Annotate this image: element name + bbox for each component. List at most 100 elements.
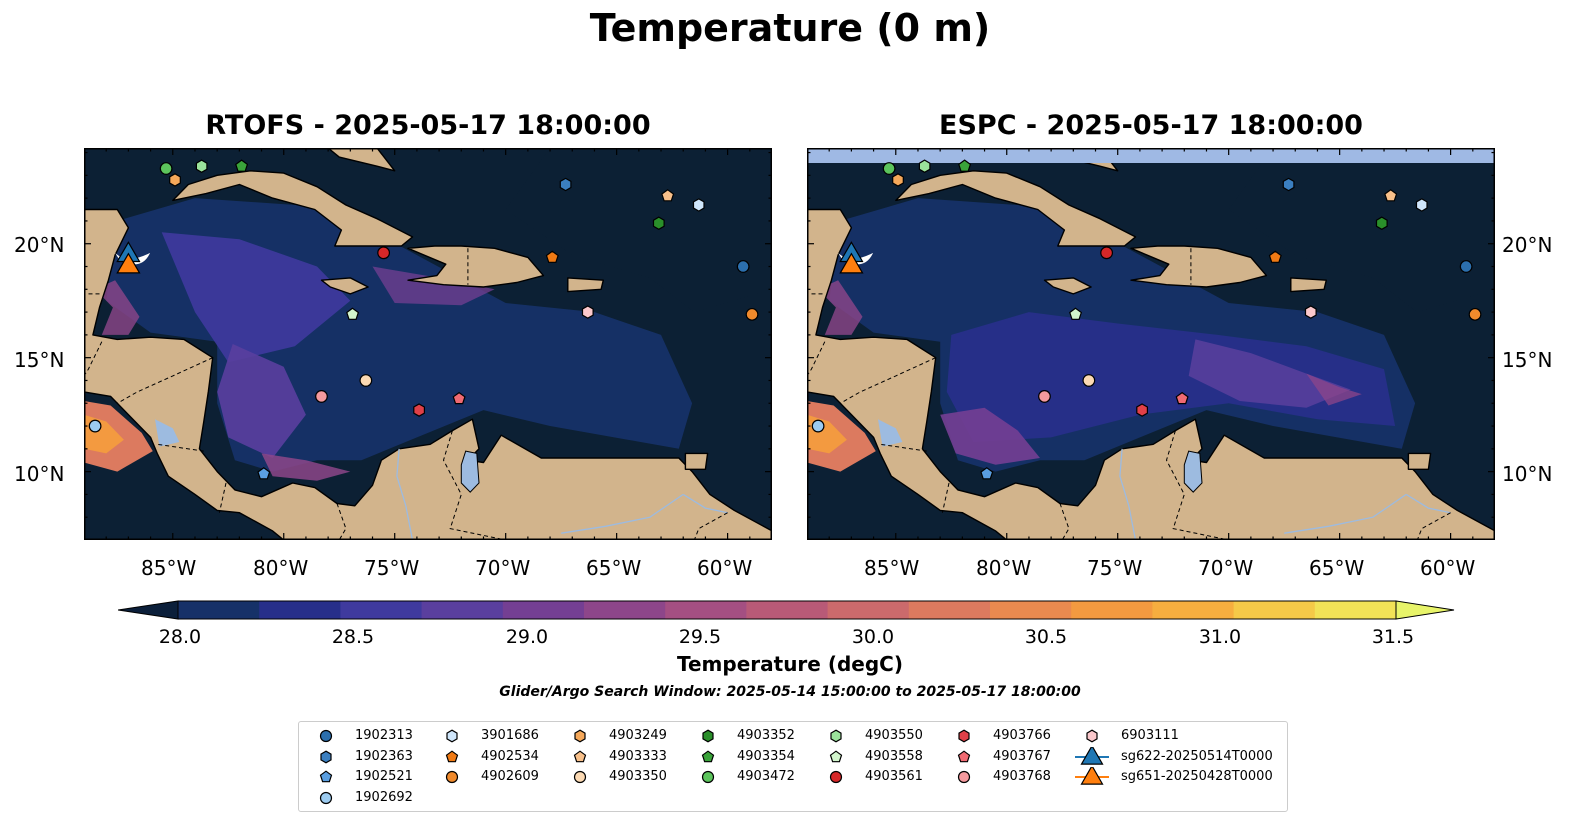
argo-marker-4903350	[359, 374, 373, 387]
argo-marker-1902521	[980, 467, 994, 480]
argo-marker-6903111	[1304, 305, 1317, 319]
legend-marker	[1075, 746, 1109, 765]
legend-symbol	[1080, 746, 1104, 765]
lon-label-60-right: 60°W	[1420, 556, 1476, 580]
legend-symbol	[445, 770, 459, 784]
legend-marker	[574, 729, 586, 743]
legend-label: sg622-20250514T0000	[1121, 748, 1273, 764]
argo-marker-4903350	[1082, 374, 1096, 387]
warm-layer-4	[1306, 373, 1362, 406]
legend-label: sg651-20250428T0000	[1121, 769, 1273, 784]
legend-marker	[701, 770, 715, 784]
temperature-colorbar	[118, 600, 1455, 620]
legend-label: 4903472	[737, 769, 795, 784]
legend-symbol	[829, 770, 843, 784]
argo-marker-4903354	[235, 159, 249, 172]
colorbar-extend-high	[1395, 600, 1455, 620]
legend-symbol	[319, 770, 333, 783]
legend-marker	[957, 749, 971, 762]
atlantic-cool	[505, 148, 772, 313]
legend-marker	[1086, 729, 1098, 743]
warm-layer-5	[940, 407, 1040, 465]
lake-maracaibo	[1183, 450, 1203, 493]
argo-marker-4903766	[1136, 403, 1148, 417]
argo-marker-4903249	[169, 173, 181, 187]
argo-marker-4902609	[745, 307, 759, 321]
legend-symbol	[958, 729, 970, 743]
colorbar-segment	[1071, 601, 1153, 619]
legend-marker	[445, 749, 459, 762]
legend-marker	[446, 729, 458, 743]
argo-marker-4903766	[413, 403, 425, 417]
temperature-field	[807, 148, 1495, 472]
legend-symbol	[446, 729, 458, 743]
lat-label-15-left: 15°N	[14, 348, 65, 372]
border-panama-colombia	[1059, 503, 1070, 540]
border-nicaragua-cr	[880, 443, 927, 452]
warm-layer-3	[1188, 339, 1351, 408]
land-trinidad	[684, 452, 709, 470]
legend-label: 4903354	[737, 748, 795, 764]
lon-label-80-left: 80°W	[253, 556, 309, 580]
river-magdalena	[396, 448, 414, 540]
axis-ticks	[84, 148, 772, 540]
legend-label: 1902521	[355, 769, 413, 784]
colorbar-segment	[908, 601, 991, 619]
legend-symbol	[957, 770, 971, 784]
colorbar-frame	[177, 600, 1397, 620]
border-nicaragua-cr	[157, 443, 204, 452]
land-jamaica	[320, 277, 369, 295]
legend-label: 4903766	[993, 728, 1051, 743]
lat-label-20-left: 20°N	[14, 233, 65, 257]
argo-marker-3901686	[1415, 198, 1428, 212]
search-window-text: Glider/Argo Search Window: 2025-05-14 15…	[499, 684, 1081, 700]
legend-label: 4903249	[609, 728, 667, 743]
argo-marker-4903561	[377, 246, 391, 260]
legend-label: 4903350	[609, 769, 667, 784]
map-frame	[84, 148, 772, 540]
legend-label: 4903768	[993, 769, 1051, 784]
argo-marker-4903768	[1038, 390, 1051, 403]
argo-marker-4903558	[1069, 307, 1083, 320]
argo-marker-1902363	[1282, 177, 1295, 192]
cb-tick-28-0: 28.0	[158, 626, 202, 648]
river-delta	[1405, 493, 1451, 514]
lon-label-60-left: 60°W	[697, 556, 753, 580]
argo-marker-4903352	[652, 216, 665, 230]
colorbar-segment	[1152, 601, 1235, 619]
legend-symbol	[701, 770, 715, 784]
map-frame	[807, 148, 1495, 540]
cb-tick-31-0: 31.0	[1198, 626, 1242, 648]
colorbar-segment	[746, 601, 829, 619]
argo-marker-4903472	[159, 162, 173, 175]
legend-marker	[573, 749, 587, 762]
argo-marker-1902521	[257, 467, 271, 480]
honduras-warm	[818, 280, 863, 335]
legend-marker	[957, 770, 971, 784]
legend-symbol	[573, 749, 587, 762]
lon-label-75-right: 75°W	[1087, 556, 1143, 580]
lat-label-10-left: 10°N	[14, 462, 65, 486]
argo-marker-4903333	[1384, 189, 1398, 202]
legend-marker	[702, 729, 714, 743]
axis-ticks	[807, 148, 1495, 540]
argo-marker-4902609	[1468, 307, 1482, 321]
land-jamaica	[1043, 277, 1092, 295]
argo-marker-1902313	[1459, 260, 1473, 273]
argo-marker-4903472	[882, 162, 896, 175]
river-orinoco	[1284, 493, 1407, 534]
legend-marker	[830, 729, 842, 743]
warm-layer-2	[161, 232, 351, 363]
gliders	[116, 241, 141, 274]
argo-marker-4903767	[452, 391, 466, 405]
lon-label-85-left: 85°W	[141, 556, 197, 580]
legend-marker	[320, 750, 332, 763]
land-trinidad	[1407, 452, 1432, 470]
lake-nicaragua	[155, 419, 180, 447]
legend-symbol	[830, 729, 842, 743]
legend-marker	[701, 749, 715, 762]
colorbar-segment	[502, 601, 585, 619]
lat-label-10-right: 10°N	[1502, 462, 1553, 486]
espc-panel-title: ESPC - 2025-05-17 18:00:00	[939, 110, 1363, 141]
honduras-warm	[95, 280, 140, 335]
